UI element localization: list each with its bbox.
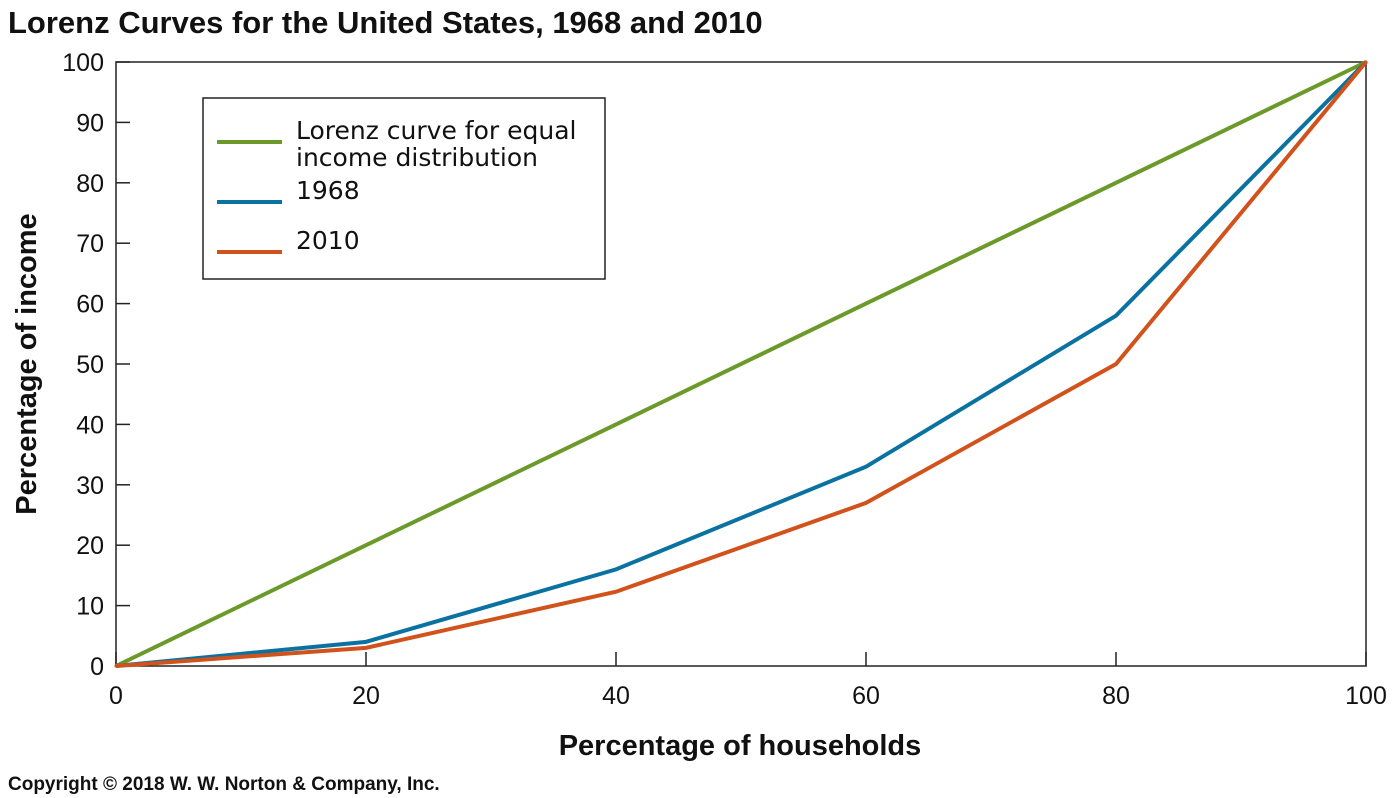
x-tick-label: 100 bbox=[1345, 682, 1387, 710]
x-axis-title: Percentage of households bbox=[559, 730, 922, 762]
series-line-2010 bbox=[115, 60, 1368, 668]
x-tick-label: 0 bbox=[109, 682, 123, 710]
y-tick-label: 20 bbox=[76, 532, 104, 560]
legend-label: 2010 bbox=[296, 226, 360, 255]
data-point bbox=[364, 543, 368, 547]
y-tick-label: 100 bbox=[62, 49, 104, 77]
data-point bbox=[614, 422, 618, 426]
data-point bbox=[114, 664, 118, 668]
legend-label: 1968 bbox=[296, 176, 360, 205]
y-tick-label: 10 bbox=[76, 593, 104, 621]
legend-box bbox=[202, 97, 606, 280]
y-axis-title: Percentage of income bbox=[11, 213, 43, 514]
data-point bbox=[1114, 181, 1118, 185]
y-tick-label: 60 bbox=[76, 291, 104, 319]
data-point bbox=[1364, 60, 1368, 64]
data-point bbox=[864, 465, 868, 469]
x-tick-label: 40 bbox=[602, 682, 630, 710]
plot-area: 0 10 20 30 40 50 60 70 80 90 100 0 20 40 60 80 100 Lorenz… bbox=[62, 49, 1387, 710]
data-point bbox=[364, 640, 368, 644]
legend-label: Lorenz curve for equal bbox=[296, 116, 576, 145]
data-point bbox=[864, 501, 868, 505]
y-tick-label: 40 bbox=[76, 411, 104, 439]
series-line-1968 bbox=[115, 60, 1368, 668]
data-point bbox=[364, 646, 368, 650]
data-point bbox=[614, 567, 618, 571]
y-tick-label: 50 bbox=[76, 351, 104, 379]
legend-label: income distribution bbox=[296, 143, 538, 172]
y-tick-label: 0 bbox=[90, 653, 104, 681]
series-line-lorenz-curve-for-equal-income-distribution bbox=[115, 60, 1367, 668]
y-tick-label: 30 bbox=[76, 472, 104, 500]
data-point bbox=[1114, 314, 1118, 318]
x-tick-label: 60 bbox=[852, 682, 880, 710]
data-point bbox=[1114, 362, 1118, 366]
y-tick-label: 90 bbox=[76, 109, 104, 137]
data-point bbox=[864, 302, 868, 306]
chart-title: Lorenz Curves for the United States, 196… bbox=[8, 5, 763, 40]
y-tick-label: 80 bbox=[76, 170, 104, 198]
x-tick-label: 80 bbox=[1102, 682, 1130, 710]
y-tick-label: 70 bbox=[76, 230, 104, 258]
data-point bbox=[614, 590, 618, 594]
copyright-notice: Copyright © 2018 W. W. Norton & Company,… bbox=[8, 774, 440, 795]
x-tick-label: 20 bbox=[352, 682, 380, 710]
